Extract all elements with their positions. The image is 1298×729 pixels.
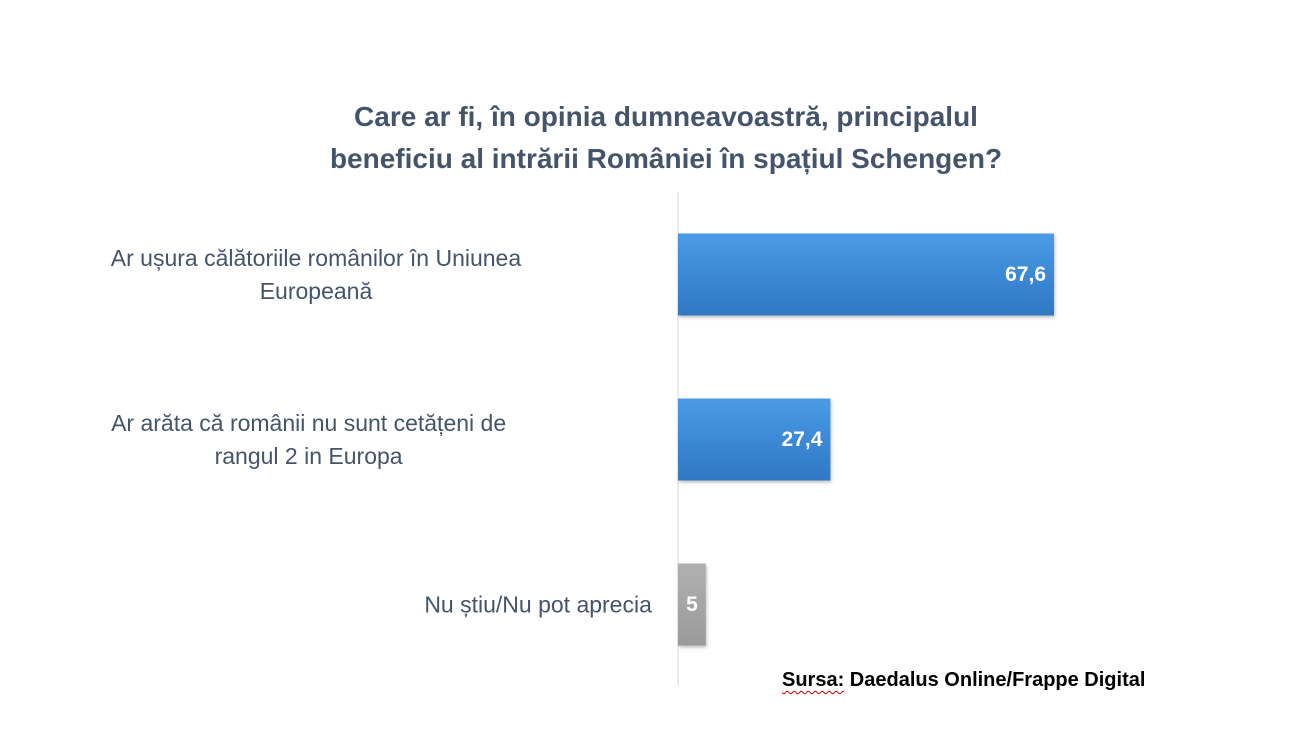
data-label-1: 67,6: [1005, 263, 1046, 286]
chart-title: Care ar fi, în opinia dumneavoastră, pri…: [260, 96, 1072, 180]
chart-title-line-2: beneficiu al intrării României în spațiu…: [329, 143, 1003, 174]
category-label-3: Nu știu/Nu pot aprecia: [424, 592, 652, 618]
source-prefix: Sursa:: [782, 669, 845, 691]
bar-1: [678, 233, 1054, 316]
data-label-3: 5: [686, 593, 698, 616]
chart-title-line-1: Care ar fi, în opinia dumneavoastră, pri…: [354, 101, 978, 132]
category-label-1: Ar ușura călătoriile românilor în Uniune…: [111, 245, 522, 304]
category-label-2: Ar arăta că românii nu sunt cetățeni de r…: [111, 410, 506, 469]
source-note: Sursa: Daedalus Online/Frappe Digital: [782, 669, 1145, 692]
data-label-2: 27,4: [782, 428, 823, 451]
bar-2: [678, 398, 831, 481]
bars-layer: [678, 233, 1054, 646]
labels-layer: 67,6 Ar ușura călătoriile românilor în Un…: [111, 245, 1046, 618]
source-text: Daedalus Online/Frappe Digital: [844, 669, 1146, 691]
bar-3: [678, 563, 706, 646]
